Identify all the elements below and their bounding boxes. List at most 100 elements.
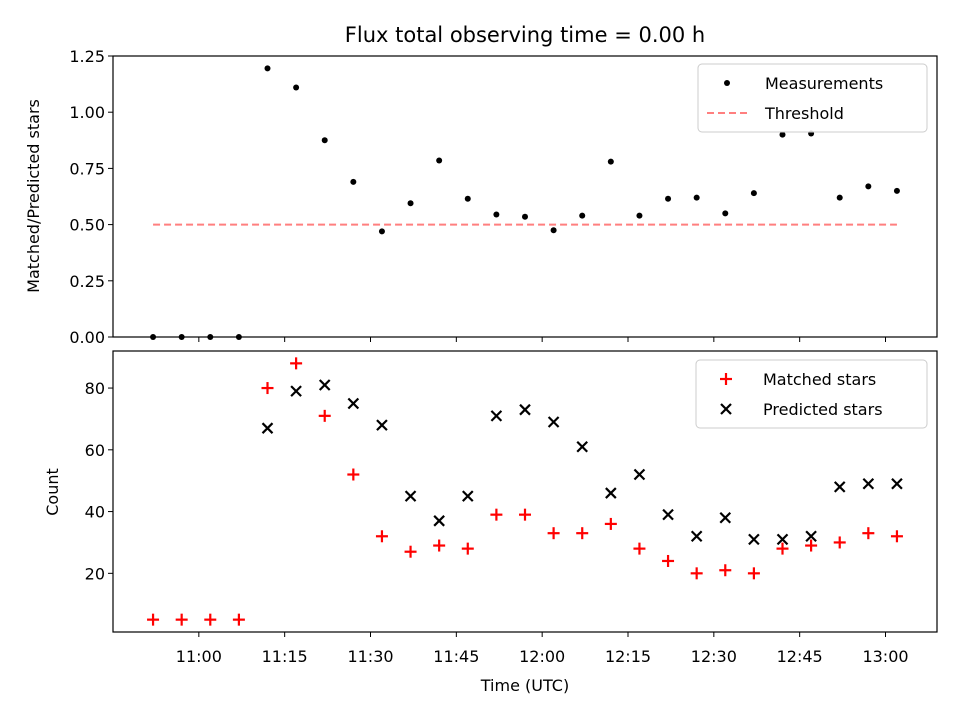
count-x-axis-label: Time (UTC) — [480, 676, 569, 695]
matched-star-point — [576, 527, 589, 540]
ratio-y-tick-label: 1.25 — [69, 47, 105, 66]
matched-star-point — [490, 508, 503, 521]
ratio-legend-box — [697, 63, 928, 133]
matched-star-point — [690, 567, 703, 580]
count-x-tick-label: 12:45 — [777, 647, 823, 666]
legend-measurements-label: Measurements — [765, 74, 883, 93]
predicted-star-point — [633, 468, 646, 481]
count-x-tick-label: 12:30 — [691, 647, 737, 666]
count-y-tick-label: 40 — [85, 503, 105, 522]
measurement-point — [579, 212, 586, 219]
predicted-star-point — [318, 379, 331, 391]
measurement-point — [321, 137, 328, 144]
matched-star-point — [604, 517, 617, 530]
predicted-star-point — [290, 385, 302, 397]
count-x-tick-label: 11:30 — [347, 647, 393, 666]
count-axes-frame — [112, 350, 938, 633]
matched-star-point — [290, 357, 303, 370]
predicted-star-point — [891, 478, 903, 490]
count-y-tick-label: 60 — [85, 441, 105, 460]
predicted-star-point — [347, 397, 360, 410]
measurement-point — [436, 157, 443, 164]
count-y-tick-label: 80 — [85, 379, 105, 398]
matched-star-point — [833, 536, 846, 549]
legend-predicted-label: Predicted stars — [763, 400, 883, 419]
measurement-point — [493, 211, 500, 218]
matched-star-point — [461, 542, 474, 555]
count-legend: Matched stars Predicted stars — [695, 359, 928, 429]
matched-star-point — [805, 539, 818, 552]
predicted-star-point — [690, 530, 703, 543]
ratio-y-axis-label: Matched/Predicted stars — [24, 99, 43, 293]
chart-title: Flux total observing time = 0.00 h — [345, 23, 705, 47]
measurement-point — [865, 183, 872, 190]
measurement-point — [550, 227, 557, 234]
count-x-tick-label: 12:15 — [605, 647, 651, 666]
matched-star-point — [232, 613, 245, 626]
predicted-star-point — [776, 533, 789, 546]
predicted-star-point — [519, 403, 531, 416]
ratio-legend: Measurements Threshold — [697, 63, 928, 133]
predicted-star-point — [547, 416, 560, 428]
ratio-y-tick-label: 1.00 — [69, 103, 105, 122]
count-y-axis-label: Count — [43, 468, 62, 516]
matched-star-point — [662, 554, 675, 567]
matched-star-point — [347, 468, 360, 481]
matched-star-point — [147, 613, 160, 626]
measurement-point — [636, 212, 643, 219]
measurement-point — [378, 228, 385, 235]
measurement-point — [293, 84, 300, 91]
matched-star-point — [433, 539, 446, 552]
matched-star-point — [519, 508, 531, 521]
predicted-star-point — [376, 419, 388, 431]
count-x-tick-label: 11:45 — [433, 647, 479, 666]
predicted-star-point — [662, 508, 674, 521]
predicted-star-point — [805, 530, 817, 543]
measurement-point — [693, 194, 700, 201]
measurement-point — [350, 178, 357, 185]
measurement-point — [407, 200, 414, 207]
matched-star-point — [890, 530, 903, 543]
predicted-star-point — [404, 490, 417, 502]
legend-matched-label: Matched stars — [763, 370, 876, 389]
count-x-tick-label: 11:00 — [176, 647, 222, 666]
count-legend-box — [695, 359, 928, 429]
legend-predicted-marker — [720, 403, 732, 415]
predicted-star-point — [433, 515, 445, 527]
ratio-y-tick-label: 0.50 — [69, 216, 105, 235]
matched-star-point — [318, 409, 331, 422]
count-x-tick-label: 12:00 — [519, 647, 565, 666]
count-x-tick-label: 13:00 — [862, 647, 908, 666]
predicted-star-point — [748, 533, 760, 546]
matched-star-point — [633, 542, 646, 555]
legend-matched-marker — [720, 373, 732, 385]
predicted-star-point — [719, 511, 732, 524]
measurement-point — [836, 194, 843, 201]
predicted-star-point — [862, 478, 875, 490]
ratio-axes-frame — [112, 55, 938, 338]
matched-star-point — [375, 530, 388, 543]
count-plot-area: 20 40 60 80 11:00 11:15 11:30 11:45 12:00 12:15 12… — [85, 357, 909, 666]
predicted-star-point — [261, 422, 274, 434]
predicted-star-point — [490, 410, 503, 422]
legend-measurements-marker — [724, 80, 730, 86]
matched-star-point — [862, 527, 875, 540]
predicted-star-point — [605, 487, 617, 499]
predicted-star-point — [833, 481, 846, 493]
count-y-tick-label: 20 — [85, 564, 105, 583]
measurement-point — [750, 190, 757, 197]
measurement-point — [722, 210, 729, 217]
measurement-point — [522, 213, 528, 220]
matched-star-point — [747, 567, 760, 580]
legend-threshold-label: Threshold — [764, 104, 844, 123]
measurement-point — [665, 195, 672, 202]
ratio-y-tick-label: 0.25 — [69, 272, 105, 291]
measurement-point — [464, 195, 471, 202]
count-x-tick-label: 11:15 — [262, 647, 308, 666]
measurement-point — [779, 131, 786, 138]
matched-star-point — [404, 545, 417, 558]
predicted-star-point — [461, 490, 474, 502]
matched-star-point — [261, 382, 274, 395]
ratio-y-tick-label: 0.00 — [69, 328, 105, 347]
